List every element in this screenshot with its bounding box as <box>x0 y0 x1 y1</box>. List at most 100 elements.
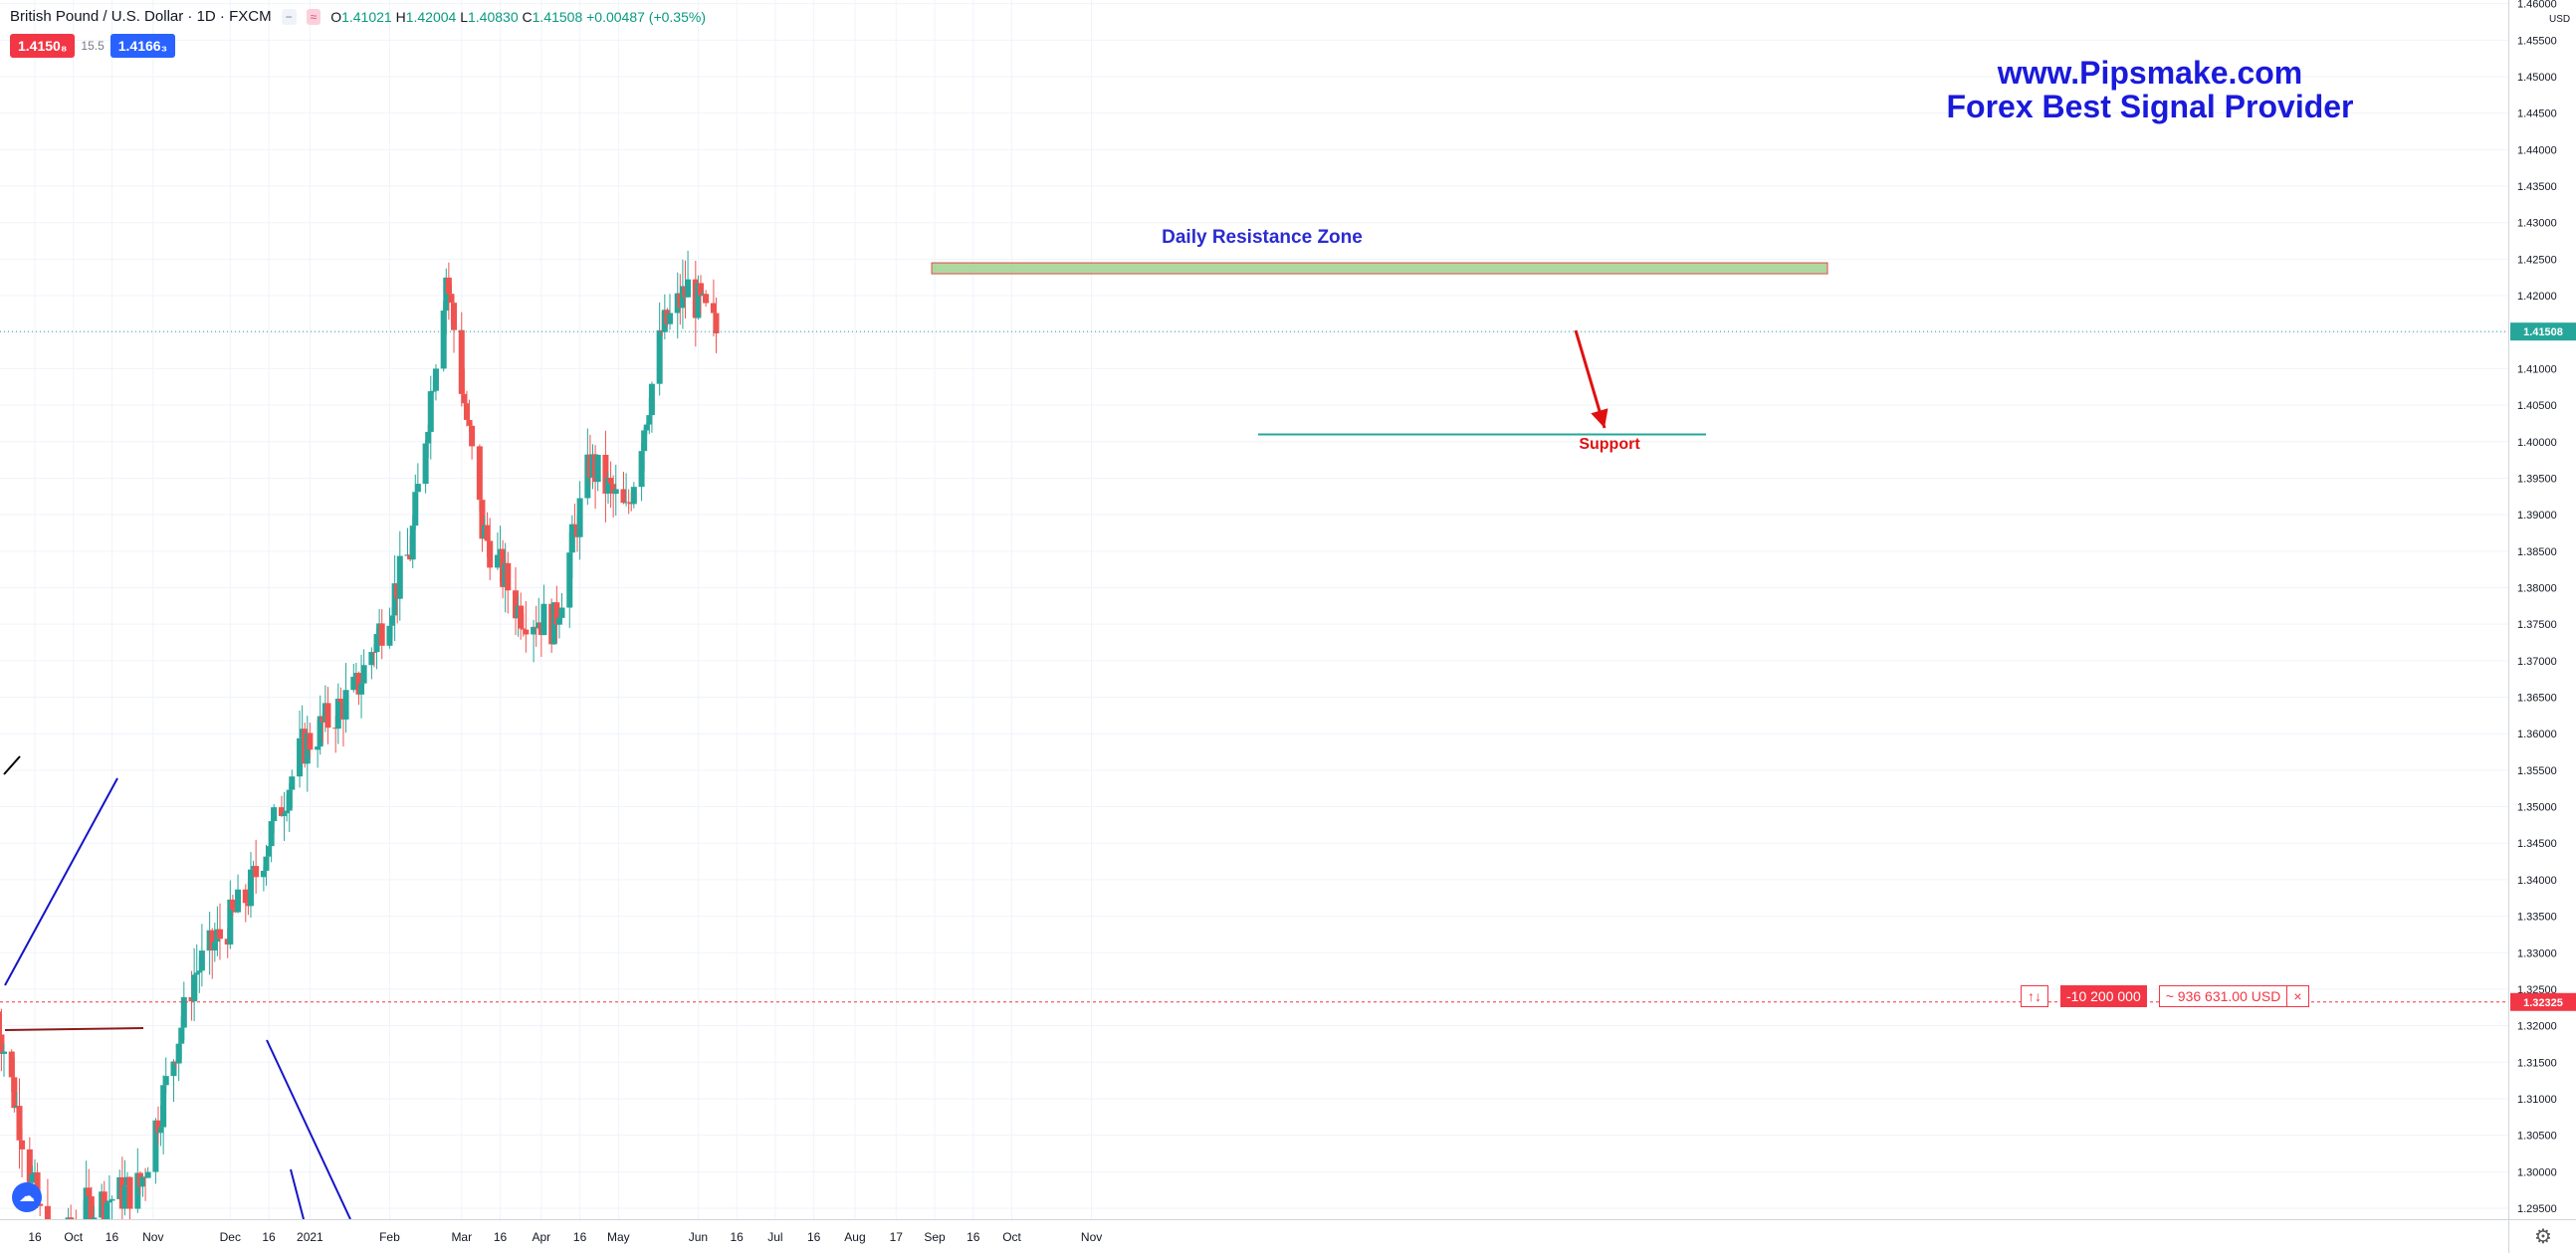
high-value: 1.42004 <box>405 8 457 25</box>
price-tick-label: 1.38500 <box>2517 546 2557 558</box>
candle-body <box>638 451 645 488</box>
candle <box>594 454 601 492</box>
candle <box>695 275 702 320</box>
candle-body <box>414 484 421 493</box>
candle-body <box>695 283 702 318</box>
candle <box>523 600 530 653</box>
price-tick-label: 1.34000 <box>2517 875 2557 887</box>
time-tick-label: Mar <box>451 1230 472 1244</box>
candle-body <box>432 368 439 391</box>
candle <box>414 463 421 493</box>
buy-button[interactable]: 1.4166₃ <box>109 34 176 58</box>
price-tick-label: 1.35500 <box>2517 765 2557 777</box>
candle-body <box>196 970 203 973</box>
candle-body <box>531 626 537 635</box>
candle-body <box>44 1205 51 1258</box>
time-tick-label: Feb <box>379 1230 400 1244</box>
candle-body <box>713 313 720 334</box>
order-price-badge-text: 1.32325 <box>2523 997 2563 1009</box>
candle-body <box>191 974 198 1002</box>
candle <box>170 1059 177 1102</box>
candle-body <box>139 1176 146 1187</box>
chart-area[interactable]: Daily Resistance Zone Support British Po… <box>0 0 2508 1258</box>
candle-body <box>445 277 452 295</box>
close-icon[interactable]: × <box>2286 986 2307 1006</box>
candle-body <box>646 415 653 425</box>
candle <box>350 664 357 693</box>
price-tick-label: 1.29500 <box>2517 1203 2557 1215</box>
candle <box>571 504 578 526</box>
candle <box>422 439 429 494</box>
candle <box>620 472 627 505</box>
candle <box>602 430 609 523</box>
candle <box>342 663 349 734</box>
candle <box>162 1057 169 1094</box>
minus-icon[interactable]: − <box>281 8 297 25</box>
order-quantity[interactable]: -10 200 000 <box>2060 985 2147 1007</box>
candle <box>451 295 458 353</box>
candle-body <box>553 602 560 625</box>
resistance-zone <box>931 262 1828 275</box>
candle-body <box>11 1077 18 1109</box>
symbol-legend: British Pound / U.S. Dollar · 1D · FXCM … <box>10 8 706 25</box>
sell-button[interactable]: 1.4150₈ <box>10 34 76 58</box>
candle-body <box>396 555 403 599</box>
time-tick-label: Nov <box>142 1230 163 1244</box>
candle-body <box>126 1176 133 1209</box>
candle-body <box>610 484 617 495</box>
price-chart[interactable]: Daily Resistance Zone Support <box>0 0 2508 1258</box>
candle <box>487 518 494 580</box>
candle-body <box>358 683 365 695</box>
candle <box>396 530 403 621</box>
time-tick-label: 16 <box>262 1230 276 1244</box>
symbol-title[interactable]: British Pound / U.S. Dollar · 1D · FXCM <box>10 8 272 25</box>
candle-body <box>427 391 434 432</box>
order-reverse-button[interactable]: ↑↓ <box>2021 985 2048 1007</box>
candle-body <box>324 703 331 729</box>
price-tick-label: 1.44500 <box>2517 108 2557 120</box>
candle <box>106 1174 112 1220</box>
candle-body <box>576 498 583 537</box>
time-tick-label: Aug <box>844 1230 865 1244</box>
candle <box>685 250 692 298</box>
price-tick-label: 1.42000 <box>2517 291 2557 303</box>
candle-body <box>520 628 527 630</box>
tradingview-cloud-icon[interactable]: ☁ <box>12 1182 42 1212</box>
candle <box>440 301 447 372</box>
last-price-badge: 1.41508 <box>2510 322 2576 341</box>
candle-body <box>209 930 216 950</box>
watermark-line-1: www.Pipsmake.com <box>1997 55 2303 91</box>
candle <box>641 427 648 472</box>
gear-icon[interactable]: ⚙ <box>2508 1219 2576 1253</box>
candle-body <box>235 889 242 913</box>
candle <box>126 1176 133 1225</box>
candle-body <box>666 313 673 324</box>
candle-body <box>242 889 249 904</box>
price-tick-label: 1.45500 <box>2517 35 2557 47</box>
price-scale[interactable]: 1.46000 1.45500 1.45000 1.44500 1.44000 1.435… <box>2508 0 2576 1219</box>
candle-body <box>469 425 476 447</box>
candle <box>427 375 434 460</box>
candle <box>513 566 520 636</box>
candle-body <box>178 1027 185 1044</box>
watermark-text: www.Pipsmake.com Forex Best Signal Provi… <box>1941 56 2359 123</box>
candle-body <box>620 489 627 504</box>
candle-body <box>227 899 234 945</box>
candle-body <box>278 807 285 816</box>
price-tick-label: 1.37500 <box>2517 619 2557 631</box>
order-price-badge: 1.32325 <box>2510 992 2576 1011</box>
candle-body <box>568 524 575 553</box>
candle-body <box>157 1127 164 1134</box>
candle <box>198 924 205 987</box>
candle-body <box>476 446 483 501</box>
candle-body <box>625 502 632 504</box>
candle-body <box>121 1185 128 1209</box>
candle-body <box>513 590 520 619</box>
close-value: 1.41508 <box>532 8 583 25</box>
approx-icon[interactable]: ≈ <box>306 8 322 25</box>
time-tick-label: Jun <box>689 1230 708 1244</box>
candle-body <box>389 615 396 626</box>
trend-line <box>266 1039 351 1220</box>
candle <box>625 489 632 515</box>
time-scale[interactable]: 16 Oct 16 Nov Dec 16 2021 Feb Mar 16 Apr 16 May Jun 16… <box>0 1219 2508 1253</box>
